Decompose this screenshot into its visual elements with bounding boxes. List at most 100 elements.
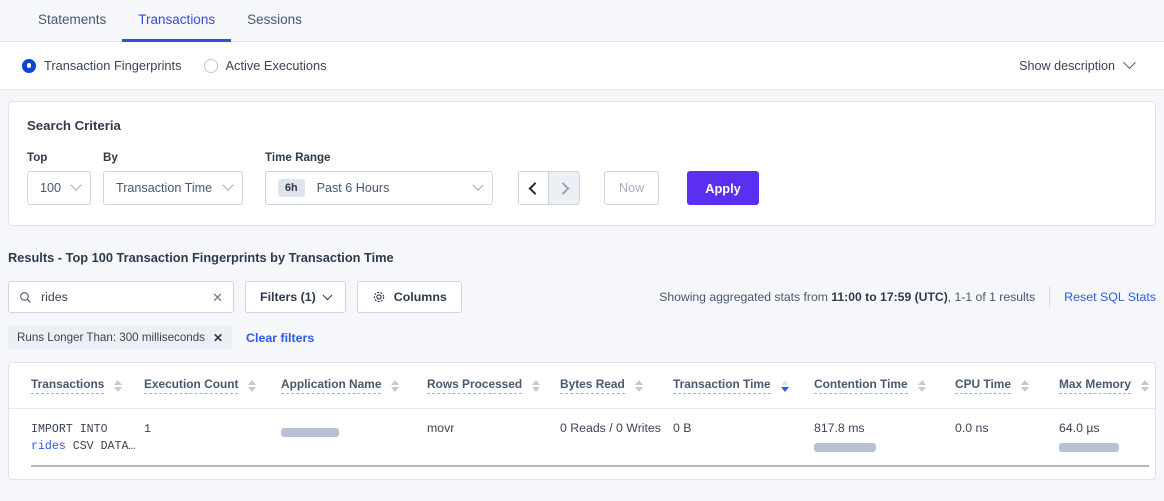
horizontal-scrollbar[interactable] [31,465,1149,467]
columns-button[interactable]: Columns [356,281,462,313]
by-select[interactable]: Transaction Time [103,171,243,205]
active-filter-chips: Runs Longer Than: 300 milliseconds ✕ Cle… [8,326,1156,349]
column-header-bytes-read[interactable]: Bytes Read [560,363,673,409]
view-mode-radio-group: Transaction Fingerprints Active Executio… [22,58,327,73]
search-criteria-card: Search Criteria Top 100 By Transaction T… [8,101,1156,226]
cell-transaction-time: 817.8 ms [814,409,955,480]
sql-line-2-rest: CSV DATA… [65,440,136,454]
tab-sessions[interactable]: Sessions [231,0,318,42]
radio-checked-icon [22,58,36,73]
cell-application-name: movr [427,409,560,480]
sql-line-2: rides CSV DATA… [31,438,144,455]
search-input-value: rides [41,290,68,304]
radio-active-executions[interactable]: Active Executions [203,58,327,73]
table-head: Transactions Execution Count Application… [9,363,1155,409]
tab-transactions-label: Transactions [138,12,216,27]
top-select[interactable]: 100 [27,171,91,205]
top-label: Top [27,151,48,164]
next-time-button[interactable] [549,171,580,205]
execution-count-value: 1 [144,423,151,436]
radio-unchecked-icon [203,58,218,73]
sort-toggle[interactable] [1020,379,1029,392]
time-range-select[interactable]: 6h Past 6 Hours [265,171,493,205]
column-label: Bytes Read [560,377,625,394]
column-header-transactions[interactable]: Transactions [9,363,144,409]
gear-icon [373,291,384,303]
chevron-left-icon [528,181,542,195]
sort-toggle[interactable] [634,379,643,392]
search-input[interactable]: rides ✕ [8,281,234,313]
sort-toggle[interactable] [391,379,400,392]
tab-statements-label: Statements [38,12,107,27]
by-label: By [103,151,118,164]
sort-toggle[interactable] [114,379,123,392]
column-label: Application Name [281,377,382,394]
sort-toggle[interactable] [248,379,257,392]
tab-statements[interactable]: Statements [22,0,122,42]
column-header-transaction-time[interactable]: Transaction Time [673,363,814,409]
time-range-value: Past 6 Hours [316,181,390,195]
results-filter-row: rides ✕ Filters (1) Columns Showing aggr… [8,281,1156,313]
now-button[interactable]: Now [604,171,660,205]
filters-button[interactable]: Filters (1) [245,281,346,313]
column-header-rows-processed[interactable]: Rows Processed [427,363,560,409]
column-header-cpu-time[interactable]: CPU Time [955,363,1059,409]
sort-toggle[interactable] [532,379,541,392]
chevron-down-icon [222,179,234,191]
table-header-row: Transactions Execution Count Application… [9,363,1155,409]
cell-transactions[interactable]: IMPORT INTO rides CSV DATA… [9,409,144,480]
column-header-max-memory[interactable]: Max Memory [1059,363,1155,409]
tab-transactions[interactable]: Transactions [122,0,232,42]
column-header-application-name[interactable]: Application Name [281,363,427,409]
show-description-toggle[interactable]: Show description [1019,56,1142,73]
column-label: Max Memory [1059,377,1132,394]
transaction-time-value: 817.8 ms [814,421,865,435]
column-label: Execution Count [144,377,239,394]
filters-button-label: Filters (1) [260,290,316,304]
sort-toggle[interactable] [1141,379,1150,392]
cell-contention-time: 0.0 ns [955,409,1059,480]
transaction-sql[interactable]: IMPORT INTO rides CSV DATA… [31,421,144,456]
sort-toggle[interactable] [917,379,926,392]
results-stats: Showing aggregated stats from 11:00 to 1… [659,286,1156,308]
radio-transaction-fingerprints-label: Transaction Fingerprints [44,58,182,73]
page-body: Search Criteria Top 100 By Transaction T… [0,90,1164,480]
reset-sql-stats-link[interactable]: Reset SQL Stats [1064,290,1156,304]
clear-filters-link[interactable]: Clear filters [246,330,315,345]
chevron-down-icon [322,289,333,300]
cell-execution-count: 1 [144,409,281,480]
cell-execution-count-bar [281,409,427,480]
tab-sessions-label: Sessions [247,12,302,27]
rows-processed-value: 0 Reads / 0 Writes [560,421,661,435]
transactions-table: Transactions Execution Count Application… [9,363,1155,480]
cpu-time-value: 64.0 µs [1059,421,1100,435]
chevron-down-icon [1123,56,1136,70]
apply-button[interactable]: Apply [687,171,759,205]
column-header-execution-count[interactable]: Execution Count [144,363,281,409]
results-stats-text: Showing aggregated stats from 11:00 to 1… [659,290,1035,304]
sort-toggle-active[interactable] [780,379,789,392]
column-label: Rows Processed [427,377,523,394]
stats-suffix: , 1-1 of 1 results [947,290,1036,304]
execution-count-bar [281,428,339,437]
search-icon [20,291,31,303]
radio-transaction-fingerprints[interactable]: Transaction Fingerprints [22,58,182,73]
top-field: Top 100 [27,151,91,205]
radio-active-executions-label: Active Executions [225,58,327,73]
cpu-time-bar [1059,443,1119,452]
column-label: Transaction Time [673,377,771,394]
transactions-table-card: Transactions Execution Count Application… [8,362,1156,480]
remove-filter-icon[interactable]: ✕ [212,330,224,345]
by-field: By Transaction Time [103,151,243,205]
time-range-label: Time Range [265,151,331,164]
previous-time-button[interactable] [518,171,549,205]
clear-search-icon[interactable]: ✕ [212,289,223,305]
chevron-right-icon [556,181,569,195]
show-description-label: Show description [1019,58,1115,73]
results-title: Results - Top 100 Transaction Fingerprin… [8,250,394,265]
column-header-contention-time[interactable]: Contention Time [814,363,955,409]
cell-rows-processed: 0 Reads / 0 Writes [560,409,673,480]
sql-search-match: rides [31,440,66,454]
filter-chip-runs-longer-than[interactable]: Runs Longer Than: 300 milliseconds ✕ [8,326,233,349]
table-row[interactable]: IMPORT INTO rides CSV DATA… 1 movr 0 [9,409,1155,480]
